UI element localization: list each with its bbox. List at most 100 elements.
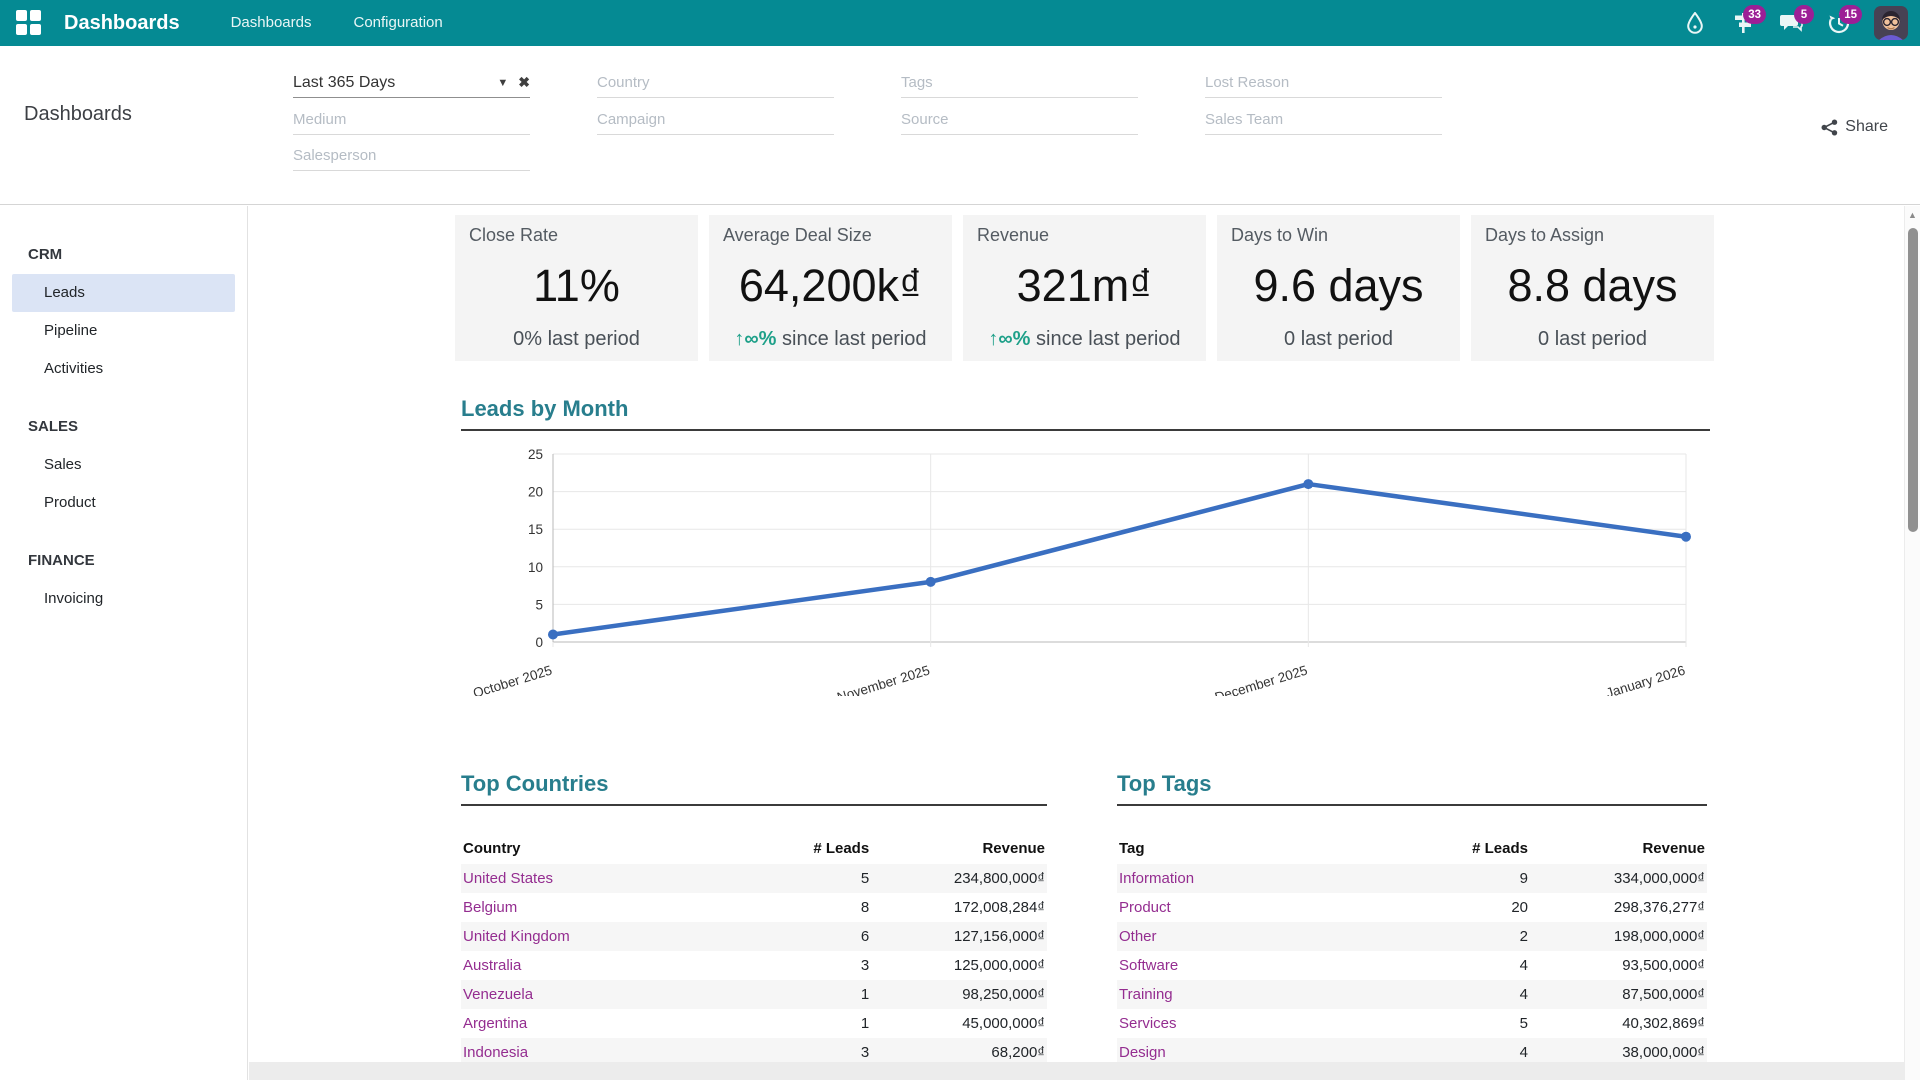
kpi-days-to-assign: Days to Assign 8.8 days 0 last period bbox=[1471, 215, 1714, 361]
svg-text:November 2025: November 2025 bbox=[835, 663, 931, 696]
sidebar-section-finance: FINANCE bbox=[0, 548, 247, 574]
chart-title: Leads by Month bbox=[461, 396, 1710, 422]
activities-badge: 33 bbox=[1743, 5, 1766, 24]
leads-by-month-chart: 0 5 10 15 20 25 October 2025 November 2025 Decem… bbox=[461, 446, 1711, 696]
svg-text:0: 0 bbox=[535, 635, 543, 650]
activities-icon[interactable]: 33 bbox=[1724, 5, 1762, 41]
sidebar-item-invoicing[interactable]: Invoicing bbox=[12, 580, 235, 618]
title-rule bbox=[461, 804, 1047, 806]
svg-text:October 2025: October 2025 bbox=[471, 663, 554, 696]
column-header: Tag bbox=[1117, 832, 1447, 864]
top-countries-table: Country # Leads Revenue United States523… bbox=[461, 832, 1047, 1067]
kpi-label: Average Deal Size bbox=[723, 225, 938, 246]
scroll-up-icon[interactable]: ▲ bbox=[1905, 210, 1920, 220]
tags-filter-input[interactable] bbox=[901, 68, 1138, 98]
table-row: Services540,302,869₫ bbox=[1117, 1009, 1707, 1038]
top-countries-section: Top Countries Country # Leads Revenue Un… bbox=[461, 771, 1047, 1067]
share-label: Share bbox=[1845, 118, 1888, 136]
top-countries-title: Top Countries bbox=[461, 771, 1047, 797]
svg-text:20: 20 bbox=[528, 485, 543, 500]
history-icon[interactable]: 15 bbox=[1820, 5, 1858, 41]
messages-icon[interactable]: 5 bbox=[1772, 5, 1810, 41]
sidebar-item-pipeline[interactable]: Pipeline bbox=[12, 312, 235, 350]
kpi-value: 11% bbox=[469, 260, 684, 312]
sidebar-item-sales[interactable]: Sales bbox=[12, 446, 235, 484]
table-row: Argentina145,000,000₫ bbox=[461, 1009, 1047, 1038]
drop-icon[interactable] bbox=[1676, 5, 1714, 41]
kpi-days-to-win: Days to Win 9.6 days 0 last period bbox=[1217, 215, 1460, 361]
kpi-label: Days to Win bbox=[1231, 225, 1446, 246]
kpi-label: Close Rate bbox=[469, 225, 684, 246]
svg-text:5: 5 bbox=[535, 597, 543, 612]
dashboard-sidebar: CRM Leads Pipeline Activities SALES Sale… bbox=[0, 206, 248, 1080]
table-row: United States5234,800,000₫ bbox=[461, 864, 1047, 893]
kpi-value: 9.6 days bbox=[1231, 260, 1446, 312]
page-title: Dashboards bbox=[24, 103, 132, 126]
medium-filter-input[interactable] bbox=[293, 105, 530, 135]
table-row: Venezuela198,250,000₫ bbox=[461, 980, 1047, 1009]
table-row: Information9334,000,000₫ bbox=[1117, 864, 1707, 893]
share-button[interactable]: Share bbox=[1821, 118, 1888, 136]
sidebar-item-leads[interactable]: Leads bbox=[12, 274, 235, 312]
history-badge: 15 bbox=[1839, 5, 1862, 24]
app-brand[interactable]: Dashboards bbox=[64, 12, 180, 35]
apps-grid-icon[interactable] bbox=[16, 10, 42, 36]
country-filter-input[interactable] bbox=[597, 68, 834, 98]
share-icon bbox=[1821, 119, 1838, 136]
svg-text:25: 25 bbox=[528, 447, 543, 462]
kpi-subtext: 0% last period bbox=[469, 328, 684, 351]
kpi-revenue: Revenue 321m₫ ↑∞% since last period bbox=[963, 215, 1206, 361]
kpi-value: 321m₫ bbox=[977, 260, 1192, 312]
date-filter-facet[interactable]: Last 365 Days ▼ ✖ bbox=[293, 68, 530, 98]
table-row: Other2198,000,000₫ bbox=[1117, 922, 1707, 951]
facet-remove-icon[interactable]: ✖ bbox=[518, 74, 530, 91]
kpi-label: Revenue bbox=[977, 225, 1192, 246]
user-avatar[interactable] bbox=[1874, 6, 1908, 40]
bottom-strip bbox=[249, 1062, 1904, 1080]
table-row: Australia3125,000,000₫ bbox=[461, 951, 1047, 980]
kpi-row: Close Rate 11% 0% last period Average De… bbox=[455, 215, 1714, 361]
sidebar-item-product[interactable]: Product bbox=[12, 484, 235, 522]
kpi-subtext: ↑∞% since last period bbox=[723, 328, 938, 351]
kpi-value: 64,200k₫ bbox=[723, 260, 938, 312]
menu-dashboards[interactable]: Dashboards bbox=[214, 0, 329, 46]
sales-team-filter-input[interactable] bbox=[1205, 105, 1442, 135]
date-filter-label: Last 365 Days bbox=[293, 74, 497, 92]
kpi-close-rate: Close Rate 11% 0% last period bbox=[455, 215, 698, 361]
table-row: Product20298,376,277₫ bbox=[1117, 893, 1707, 922]
column-header: Revenue bbox=[871, 832, 1047, 864]
svg-text:December 2025: December 2025 bbox=[1213, 663, 1309, 696]
title-rule bbox=[1117, 804, 1707, 806]
vertical-scrollbar[interactable]: ▲ bbox=[1904, 206, 1920, 1080]
table-row: Training487,500,000₫ bbox=[1117, 980, 1707, 1009]
column-header: Revenue bbox=[1530, 832, 1707, 864]
title-rule bbox=[461, 429, 1710, 431]
kpi-value: 8.8 days bbox=[1485, 260, 1700, 312]
column-header: # Leads bbox=[789, 832, 871, 864]
kpi-subtext: 0 last period bbox=[1485, 328, 1700, 351]
source-filter-input[interactable] bbox=[901, 105, 1138, 135]
svg-text:10: 10 bbox=[528, 560, 543, 575]
svg-text:January 2026: January 2026 bbox=[1604, 663, 1687, 696]
lost-reason-filter-input[interactable] bbox=[1205, 68, 1442, 98]
kpi-subtext: ↑∞% since last period bbox=[977, 328, 1192, 351]
messages-badge: 5 bbox=[1794, 5, 1814, 24]
top-tags-title: Top Tags bbox=[1117, 771, 1707, 797]
sidebar-section-sales: SALES bbox=[0, 414, 247, 440]
salesperson-filter-input[interactable] bbox=[293, 141, 530, 171]
kpi-label: Days to Assign bbox=[1485, 225, 1700, 246]
campaign-filter-input[interactable] bbox=[597, 105, 834, 135]
top-tags-table: Tag # Leads Revenue Information9334,000,… bbox=[1117, 832, 1707, 1067]
menu-configuration[interactable]: Configuration bbox=[336, 0, 459, 46]
sidebar-section-crm: CRM bbox=[0, 242, 247, 268]
scrollbar-thumb[interactable] bbox=[1908, 228, 1918, 532]
table-row: United Kingdom6127,156,000₫ bbox=[461, 922, 1047, 951]
facet-caret-icon[interactable]: ▼ bbox=[497, 77, 508, 89]
leads-by-month-section: Leads by Month bbox=[461, 396, 1710, 431]
column-header: # Leads bbox=[1447, 832, 1530, 864]
svg-text:15: 15 bbox=[528, 522, 543, 537]
table-row: Software493,500,000₫ bbox=[1117, 951, 1707, 980]
control-panel: Dashboards Last 365 Days ▼ ✖ bbox=[0, 46, 1920, 205]
sidebar-item-activities[interactable]: Activities bbox=[12, 350, 235, 388]
kpi-average-deal-size: Average Deal Size 64,200k₫ ↑∞% since las… bbox=[709, 215, 952, 361]
